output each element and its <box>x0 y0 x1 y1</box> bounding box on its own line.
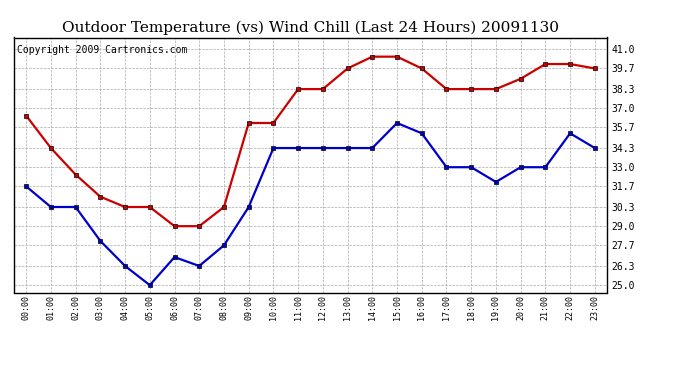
Text: Copyright 2009 Cartronics.com: Copyright 2009 Cartronics.com <box>17 45 187 55</box>
Title: Outdoor Temperature (vs) Wind Chill (Last 24 Hours) 20091130: Outdoor Temperature (vs) Wind Chill (Las… <box>62 21 559 35</box>
